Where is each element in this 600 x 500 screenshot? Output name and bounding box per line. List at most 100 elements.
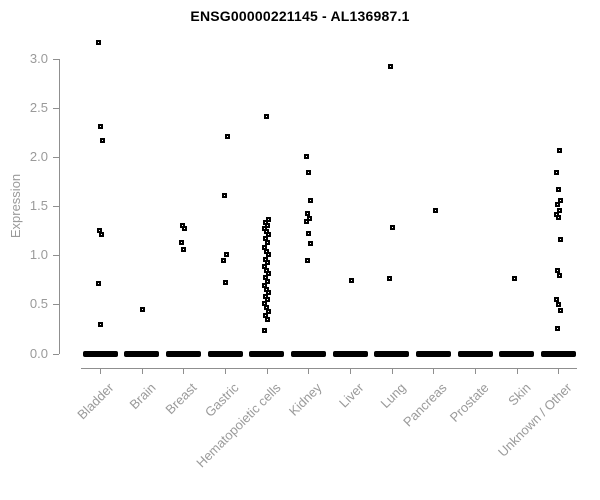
data-point: [265, 259, 271, 265]
x-tick-mark: [433, 368, 434, 374]
data-point: [99, 137, 105, 143]
zero-cluster-bar: [290, 350, 326, 357]
x-axis-line: [81, 368, 577, 369]
y-tick-mark: [53, 206, 59, 207]
zero-cluster-bar: [457, 350, 493, 357]
x-tick-mark: [558, 368, 559, 374]
data-point: [266, 232, 272, 238]
data-point: [303, 153, 309, 159]
y-tick-label: 0.0: [29, 345, 48, 361]
data-point: [555, 214, 561, 220]
x-tick-mark: [350, 368, 351, 374]
data-point: [266, 217, 272, 223]
y-tick-mark: [53, 59, 59, 60]
data-point: [265, 279, 271, 285]
data-point: [181, 226, 187, 232]
data-point: [390, 225, 396, 231]
data-point: [97, 321, 103, 327]
x-tick-mark: [475, 368, 476, 374]
data-point: [265, 223, 271, 229]
data-point: [140, 306, 146, 312]
x-tick-mark: [392, 368, 393, 374]
data-point: [305, 231, 311, 237]
data-point: [556, 207, 562, 213]
data-point: [266, 308, 272, 314]
data-point: [557, 237, 563, 243]
x-tick-mark: [267, 368, 268, 374]
data-point: [265, 240, 271, 246]
y-tick-label: 2.5: [29, 100, 48, 116]
y-tick-label: 0.5: [29, 296, 48, 312]
data-point: [265, 316, 271, 322]
x-tick-mark: [183, 368, 184, 374]
data-point: [266, 290, 272, 296]
data-point: [556, 273, 562, 279]
zero-cluster-bar: [415, 350, 451, 357]
data-point: [555, 187, 561, 193]
data-point: [554, 201, 560, 207]
y-tick-mark: [53, 255, 59, 256]
data-point: [304, 210, 310, 216]
data-point: [348, 278, 354, 284]
y-tick-mark: [53, 304, 59, 305]
data-point: [432, 207, 438, 213]
data-point: [303, 219, 309, 225]
data-point: [223, 251, 229, 257]
data-point: [512, 276, 518, 282]
data-point: [554, 326, 560, 332]
data-point: [388, 64, 394, 70]
data-point: [224, 134, 230, 140]
data-point: [387, 276, 393, 282]
data-point: [307, 241, 313, 247]
y-tick-mark: [53, 108, 59, 109]
data-point: [95, 39, 101, 45]
x-tick-mark: [225, 368, 226, 374]
data-point: [221, 192, 227, 198]
data-point: [262, 328, 268, 334]
y-tick-label: 1.0: [29, 247, 48, 263]
data-point: [557, 307, 563, 313]
zero-cluster-bar: [82, 350, 118, 357]
x-tick-mark: [517, 368, 518, 374]
zero-cluster-bar: [249, 350, 285, 357]
zero-cluster-bar: [499, 350, 535, 357]
data-point: [305, 170, 311, 176]
data-point: [220, 257, 226, 263]
y-tick-mark: [53, 354, 59, 355]
y-tick-mark: [53, 157, 59, 158]
data-point: [553, 170, 559, 176]
x-tick-mark: [142, 368, 143, 374]
x-tick-mark: [100, 368, 101, 374]
zero-cluster-bar: [332, 350, 368, 357]
y-tick-label: 2.0: [29, 149, 48, 165]
data-point: [307, 197, 313, 203]
y-tick-label: 1.5: [29, 198, 48, 214]
data-point: [266, 251, 272, 257]
zero-cluster-bar: [207, 350, 243, 357]
data-point: [265, 297, 271, 302]
data-point: [553, 297, 559, 302]
y-axis-line: [59, 58, 60, 355]
data-point: [266, 271, 272, 277]
zero-cluster-bar: [124, 350, 160, 357]
zero-cluster-bar: [374, 350, 410, 357]
data-point: [178, 240, 184, 246]
plot-title: ENSG00000221145 - AL136987.1: [190, 8, 410, 24]
data-point: [95, 281, 101, 287]
data-point: [304, 257, 310, 263]
data-point: [98, 232, 104, 238]
data-point: [222, 280, 228, 286]
data-point: [306, 215, 312, 221]
data-point: [555, 301, 561, 307]
zero-cluster-bar: [165, 350, 201, 357]
data-point: [557, 197, 563, 203]
data-point: [97, 124, 103, 130]
data-point: [264, 114, 270, 120]
x-tick-mark: [308, 368, 309, 374]
y-tick-label: 3.0: [29, 50, 48, 66]
data-point: [556, 147, 562, 153]
data-point: [554, 267, 560, 273]
zero-cluster-bar: [540, 350, 576, 357]
data-point: [180, 246, 186, 252]
